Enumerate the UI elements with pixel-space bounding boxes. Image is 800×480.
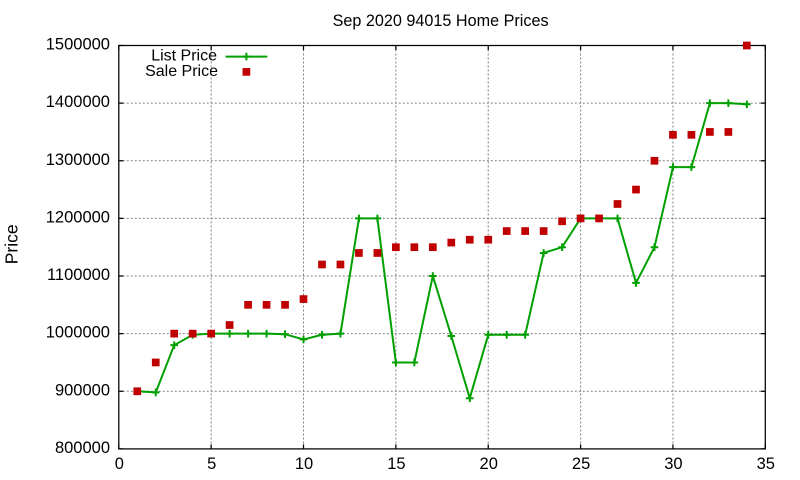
svg-text:20: 20 xyxy=(480,455,498,473)
svg-text:35: 35 xyxy=(757,455,775,473)
svg-text:1400000: 1400000 xyxy=(46,93,110,111)
svg-text:Sale Price: Sale Price xyxy=(145,63,218,80)
svg-text:1000000: 1000000 xyxy=(46,324,110,342)
svg-text:10: 10 xyxy=(295,455,313,473)
svg-text:15: 15 xyxy=(387,455,405,473)
svg-text:5: 5 xyxy=(207,455,216,473)
svg-text:1200000: 1200000 xyxy=(46,208,110,226)
svg-text:30: 30 xyxy=(664,455,682,473)
svg-text:800000: 800000 xyxy=(55,439,110,457)
svg-text:1500000: 1500000 xyxy=(46,36,110,54)
svg-text:List Price: List Price xyxy=(151,47,217,64)
svg-text:900000: 900000 xyxy=(55,381,110,399)
svg-text:0: 0 xyxy=(115,455,124,473)
svg-text:Price: Price xyxy=(1,224,21,264)
svg-text:1100000: 1100000 xyxy=(47,266,110,284)
svg-text:Sep 2020 94015 Home Prices: Sep 2020 94015 Home Prices xyxy=(333,12,549,30)
svg-text:1300000: 1300000 xyxy=(46,151,110,169)
svg-text:25: 25 xyxy=(572,455,590,473)
